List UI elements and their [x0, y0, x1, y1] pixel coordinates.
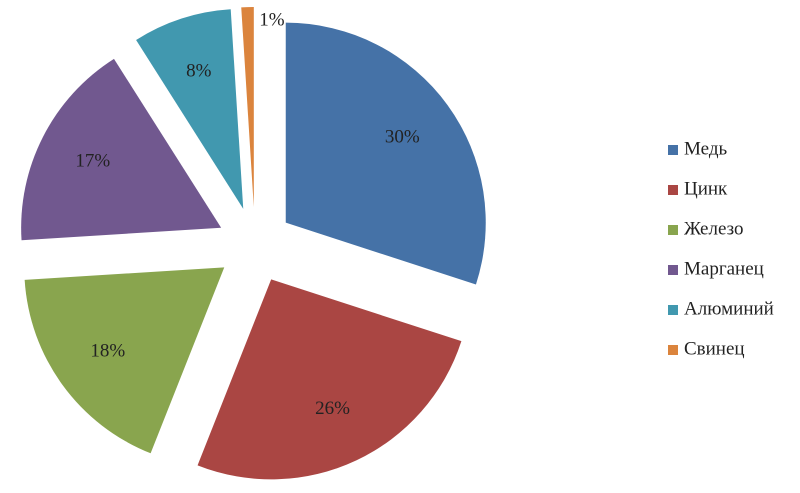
data-label: 1% [259, 9, 285, 30]
legend-swatch [668, 145, 678, 155]
pie-slice [197, 279, 462, 480]
legend-swatch [668, 185, 678, 195]
data-label: 26% [315, 398, 350, 419]
pie-slice [136, 9, 244, 209]
legend-swatch [668, 265, 678, 275]
data-label: 18% [90, 340, 125, 361]
legend-swatch [668, 345, 678, 355]
pie-slice [21, 58, 222, 241]
data-label: 8% [186, 60, 212, 81]
legend-swatch [668, 225, 678, 235]
pie-slice [285, 22, 486, 285]
legend-label: Свинец [684, 338, 745, 359]
data-label: 30% [385, 126, 420, 147]
legend-label: Медь [684, 138, 727, 159]
legend-label: Марганец [684, 258, 764, 279]
pie-slice [24, 267, 225, 454]
legend-label: Железо [684, 218, 744, 239]
data-label: 17% [75, 151, 110, 172]
legend-swatch [668, 305, 678, 315]
legend-label: Цинк [684, 178, 728, 199]
pie-slice [241, 7, 254, 208]
legend-label: Алюминий [684, 298, 774, 319]
